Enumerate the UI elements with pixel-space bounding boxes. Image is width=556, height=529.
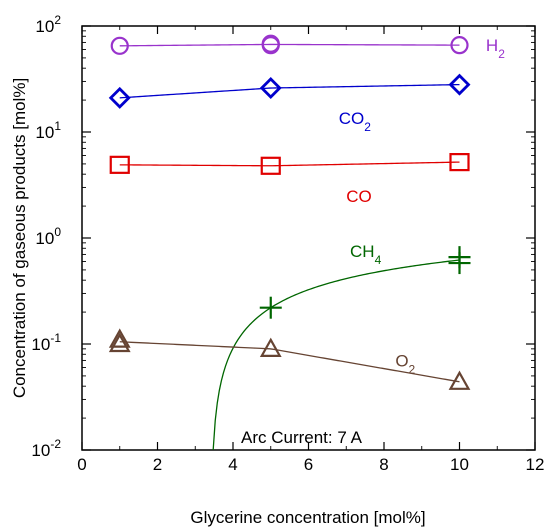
data-point-square <box>109 155 130 174</box>
curve-2 <box>119 161 460 167</box>
data-point-square <box>449 153 470 172</box>
y-tick-label: 100 <box>35 225 61 248</box>
x-tick-label: 4 <box>228 455 237 474</box>
data-point-triangle <box>108 332 131 353</box>
data-point-triangle <box>448 370 471 390</box>
data-point-diamond <box>448 73 471 96</box>
curve-1 <box>119 83 460 99</box>
plot-area <box>81 25 536 451</box>
x-tick-label: 2 <box>153 455 162 474</box>
x-tick-label: 12 <box>526 455 545 474</box>
data-point-circle <box>110 36 129 55</box>
data-point-triangle <box>108 328 131 348</box>
series-label: CO <box>346 187 372 206</box>
data-point-plus <box>259 296 282 319</box>
data-point-diamond <box>108 86 131 109</box>
data-point-diamond <box>259 77 282 99</box>
data-point-plus <box>448 246 471 269</box>
data-point-circle <box>261 34 280 53</box>
y-axis-label: Concentration of gaseous products [mol%] <box>10 78 29 398</box>
data-markers <box>108 34 471 390</box>
curve-3 <box>212 259 460 451</box>
x-tick-label: 10 <box>450 455 469 474</box>
fit-curves <box>119 43 460 451</box>
x-tick-label: 8 <box>379 455 388 474</box>
curve-0 <box>119 43 460 47</box>
x-axis-label: Glycerine concentration [mol%] <box>190 508 425 527</box>
data-point-triangle <box>259 337 282 357</box>
x-tick-label: 0 <box>77 455 86 474</box>
y-tick-label: 10-2 <box>31 437 61 460</box>
y-tick-label: 10-1 <box>31 331 61 354</box>
data-point-square <box>260 156 281 175</box>
arc-current-annotation: Arc Current: 7 A <box>241 428 363 447</box>
x-tick-label: 6 <box>304 455 313 474</box>
curve-4 <box>119 341 460 383</box>
y-tick-label: 102 <box>35 13 61 36</box>
y-tick-label: 101 <box>35 119 61 142</box>
data-point-circle <box>450 36 469 55</box>
x-axis: 0 2 4 6 8 10 12 <box>77 26 544 474</box>
